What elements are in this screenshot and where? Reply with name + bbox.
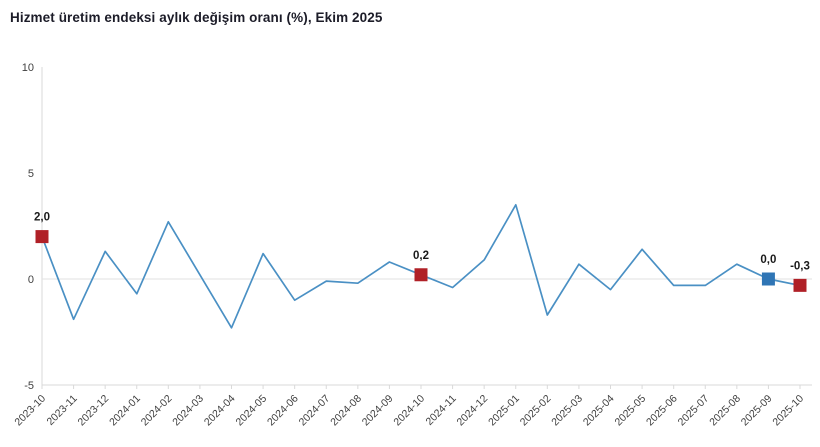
- x-axis-label: 2024-11: [424, 393, 459, 428]
- x-axis-label: 2023-12: [76, 393, 112, 429]
- x-axis-label: 2024-09: [360, 393, 396, 429]
- x-axis-label: 2024-07: [297, 393, 333, 429]
- series-layer: [41, 203, 801, 329]
- axis-layer: [41, 67, 812, 389]
- data-label-2025-10: -0,3: [790, 260, 810, 272]
- y-axis-label: 0: [28, 274, 34, 286]
- y-axis-label: -5: [24, 380, 34, 392]
- marker-2025-09[interactable]: [761, 272, 775, 286]
- x-axis-label: 2025-04: [581, 393, 617, 429]
- chart-title: Hizmet üretim endeksi aylık değişim oran…: [10, 10, 383, 25]
- x-axis-label: 2025-07: [676, 393, 712, 429]
- y-axis-label: 10: [22, 62, 34, 74]
- marker-layer: 2,0 0,2 0,0 -0,3: [34, 212, 810, 292]
- x-axis-label: 2025-08: [707, 393, 743, 429]
- marker-2023-10[interactable]: [35, 230, 49, 244]
- x-axis-label: 2025-02: [518, 393, 554, 429]
- x-axis-label: 2024-05: [233, 393, 269, 429]
- line-series: [41, 203, 801, 329]
- data-label-2024-10: 0,2: [413, 250, 429, 262]
- x-axis-label: 2025-05: [612, 393, 648, 429]
- marker-2025-10[interactable]: [793, 278, 807, 292]
- x-axis-label: 2025-01: [486, 393, 522, 429]
- y-axis-label: 5: [28, 168, 34, 180]
- label-layer: 1050-52023-102023-112023-122024-012024-0…: [12, 62, 806, 428]
- data-label-2023-10: 2,0: [34, 212, 50, 224]
- x-axis-label: 2024-01: [107, 393, 143, 429]
- x-axis-label: 2024-12: [455, 393, 491, 429]
- x-axis-label: 2024-06: [265, 393, 301, 429]
- x-axis-label: 2025-10: [770, 393, 806, 429]
- x-axis-label: 2025-03: [549, 393, 585, 429]
- x-axis-label: 2024-02: [139, 393, 175, 429]
- marker-2024-10[interactable]: [414, 268, 428, 282]
- x-axis-label: 2024-04: [202, 393, 238, 429]
- data-label-2025-09: 0,0: [760, 254, 776, 266]
- x-axis-label: 2025-06: [644, 393, 680, 429]
- x-axis-label: 2025-09: [739, 393, 775, 429]
- x-axis-label: 2024-10: [391, 393, 427, 429]
- x-axis-label: 2024-03: [170, 393, 206, 429]
- x-axis-label: 2024-08: [328, 393, 364, 429]
- x-axis-label: 2023-10: [12, 393, 48, 429]
- x-axis-label: 2023-11: [45, 393, 80, 428]
